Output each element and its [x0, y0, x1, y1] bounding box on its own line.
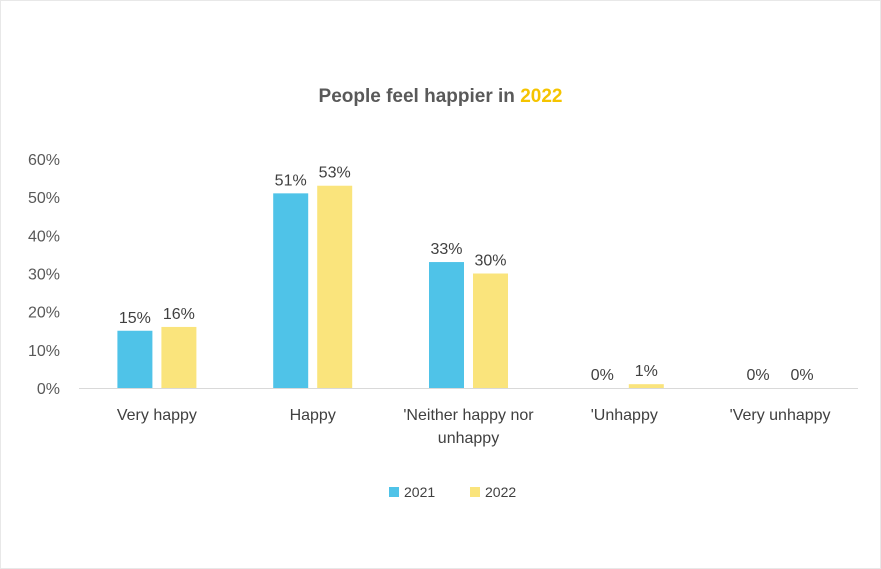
data-label: 15% [119, 310, 151, 327]
bar-2022 [628, 384, 664, 388]
y-tick-label: 30% [28, 267, 60, 284]
bar-2021 [117, 330, 153, 388]
data-label: 0% [747, 367, 770, 384]
bar-2022 [161, 326, 197, 388]
x-category-label: 'Neither happy nor [403, 407, 534, 424]
data-label: 1% [635, 363, 658, 380]
bar-2022 [473, 273, 508, 388]
legend-label-2022: 2022 [485, 484, 516, 500]
data-label: 0% [791, 367, 814, 384]
data-label: 30% [474, 253, 506, 270]
y-tick-label: 20% [28, 305, 60, 322]
data-label: 33% [430, 241, 462, 258]
chart-title-highlight: 2022 [520, 86, 563, 107]
legend-label-2021: 2021 [404, 484, 435, 500]
legend-swatch-2021 [389, 487, 399, 497]
legend-swatch-2022 [470, 487, 480, 497]
bar-2021 [273, 193, 309, 388]
data-label: 16% [163, 306, 195, 323]
bar-2022 [317, 185, 353, 388]
chart-title: People feel happier in 2022 [0, 86, 881, 108]
x-category-label: unhappy [438, 430, 499, 447]
x-category-label: 'Unhappy [591, 407, 658, 424]
chart-title-text: People feel happier in [318, 86, 515, 107]
data-label: 53% [319, 165, 351, 182]
x-category-label: Happy [290, 407, 336, 424]
y-tick-label: 40% [28, 228, 60, 245]
data-label: 51% [275, 172, 307, 189]
data-label: 0% [591, 367, 614, 384]
bar-2021 [429, 262, 464, 388]
x-category-label: Very happy [117, 407, 197, 424]
y-tick-label: 50% [28, 190, 60, 207]
y-tick-label: 0% [37, 381, 60, 398]
y-tick-label: 60% [28, 152, 60, 169]
y-tick-label: 10% [28, 343, 60, 360]
x-category-label: 'Very unhappy [730, 407, 831, 424]
